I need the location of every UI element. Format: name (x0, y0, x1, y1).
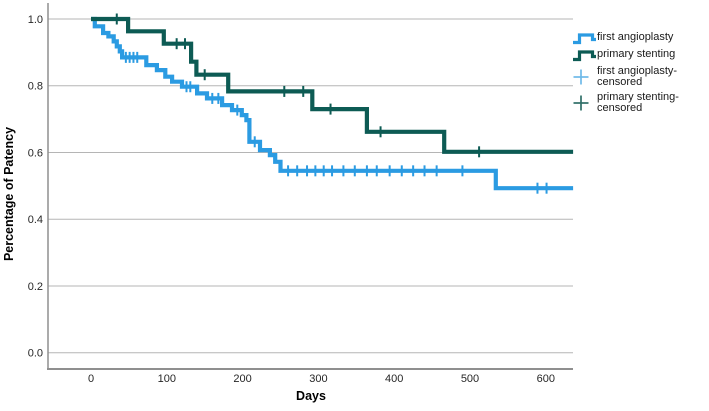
legend-label: first angioplasty-censored (597, 65, 678, 88)
gridlines (48, 18, 573, 354)
y-tick-label: 0.4 (28, 214, 43, 226)
legend-label: primary stenting-censored (597, 91, 679, 114)
step-line-icon (564, 32, 597, 45)
plus-censored-icon (564, 66, 597, 85)
y-tick-label: 0.6 (28, 147, 43, 159)
legend-item-first-angioplasty: first angioplasty (564, 32, 705, 45)
legend-item-primary-stenting-censored: primary stenting-censored (564, 92, 705, 114)
legend-item-first-angioplasty-censored: first angioplasty-censored (564, 66, 705, 88)
x-tick-label: 100 (158, 373, 176, 385)
x-tick-label: 300 (309, 373, 327, 385)
plus-censored-icon (564, 92, 597, 111)
x-tick-label: 600 (537, 373, 555, 385)
legend-item-primary-stenting: primary stenting (564, 49, 705, 62)
y-axis-title: Percentage of Patency (2, 127, 16, 261)
x-axis-title: Days (296, 389, 326, 403)
tick-labels: 0.0 0.2 0.4 0.6 0.8 1.0 0 100 200 300 400 500 600 (28, 14, 555, 385)
x-tick-label: 500 (461, 373, 479, 385)
legend-label: first angioplasty (597, 31, 674, 43)
y-tick-label: 1.0 (28, 14, 43, 26)
x-tick-label: 0 (88, 373, 94, 385)
legend: first angioplasty primary stenting first… (564, 32, 705, 114)
axes (47, 3, 573, 370)
y-tick-label: 0.2 (28, 281, 43, 293)
y-tick-label: 0.8 (28, 81, 43, 93)
y-tick-label: 0.0 (28, 348, 43, 360)
x-tick-label: 400 (385, 373, 403, 385)
legend-label: primary stenting (597, 48, 676, 60)
survival-curves (91, 13, 574, 194)
x-tick-label: 200 (233, 373, 251, 385)
step-line-icon (564, 49, 597, 62)
